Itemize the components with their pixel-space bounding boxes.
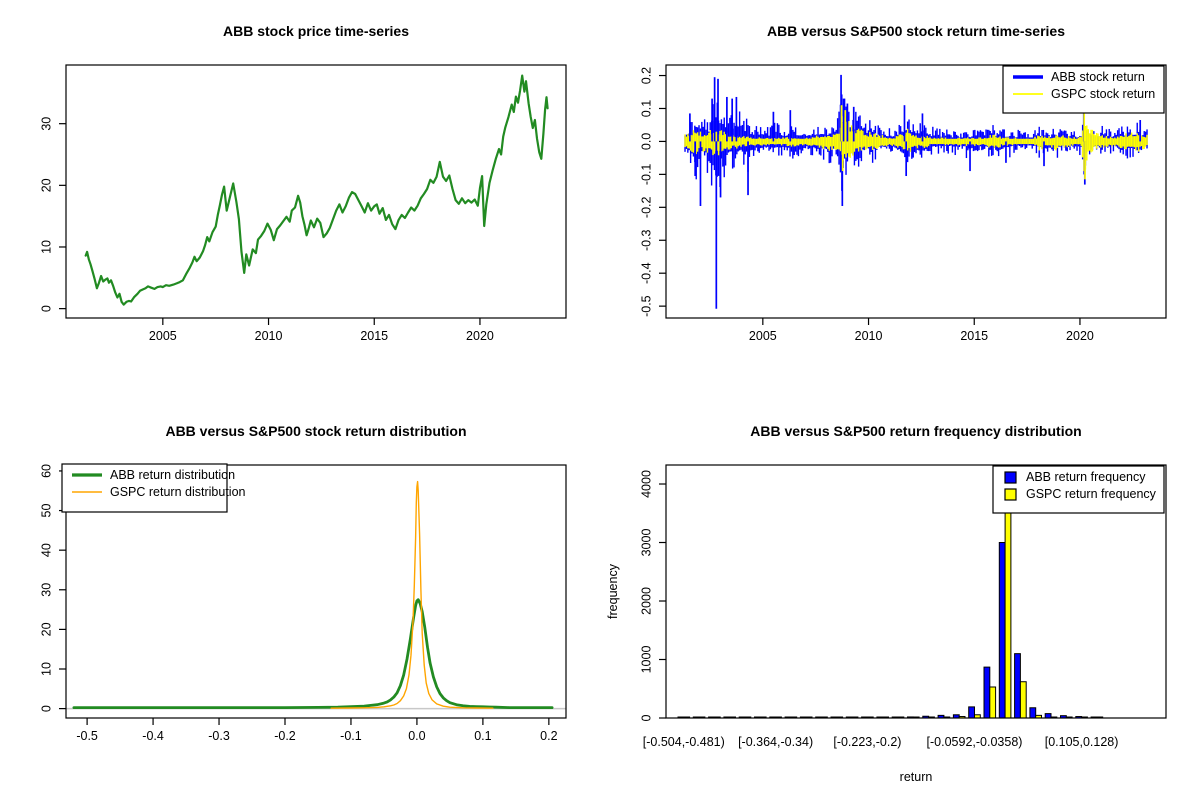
plot-box: [665, 64, 1167, 319]
x-tick-label: 2005: [149, 329, 177, 343]
x-tick-label: 0.0: [408, 729, 425, 743]
abb-frequency-bar: [998, 542, 1006, 719]
legend-label: GSPC stock return: [1051, 87, 1155, 101]
returns-chart: ABB versus S&P500 stock return time-seri…: [639, 23, 1167, 343]
y-tick-label: 20: [39, 622, 53, 636]
x-axis-label: return: [900, 770, 933, 784]
y-tick-label: 10: [39, 240, 53, 254]
bin-label: [-0.364,-0.34): [738, 735, 813, 749]
y-tick-label: -0.5: [639, 295, 653, 317]
y-tick-label: 0.2: [639, 67, 653, 84]
x-tick-label: -0.1: [340, 729, 362, 743]
y-tick-label: 60: [39, 464, 53, 478]
frequency-chart: ABB versus S&P500 return frequency distr…: [606, 423, 1167, 784]
plot-box: [65, 64, 567, 319]
y-tick-label: 3000: [639, 529, 653, 557]
x-tick-label: -0.4: [142, 729, 164, 743]
x-tick-label: -0.3: [208, 729, 230, 743]
x-tick-label: 2005: [749, 329, 777, 343]
legend-box: [61, 463, 228, 513]
price-chart: ABB stock price time-series 0 10 20 30 2005 20…: [39, 23, 567, 343]
x-tick-label: -0.5: [76, 729, 98, 743]
plot-box: [65, 464, 567, 719]
y-tick-label: 1000: [639, 646, 653, 674]
y-axis-label: frequency: [606, 563, 620, 619]
x-tick-label: 0.2: [540, 729, 557, 743]
series-line-0: [72, 598, 554, 710]
abb-frequency-bar: [983, 666, 991, 719]
series-line-0: [84, 74, 549, 306]
density-title: ABB versus S&P500 stock return distribut…: [165, 423, 466, 439]
x-tick-label: 2010: [255, 329, 283, 343]
abb-frequency-bar: [1044, 713, 1052, 719]
y-tick-label: 2000: [639, 587, 653, 615]
y-tick-label: -0.4: [639, 262, 653, 284]
frequency-title: ABB versus S&P500 return frequency distr…: [750, 423, 1081, 439]
y-tick-label: 40: [39, 543, 53, 557]
y-tick-label: -0.2: [639, 196, 653, 218]
x-tick-label: -0.2: [274, 729, 296, 743]
x-tick-label: 2015: [360, 329, 388, 343]
legend-label: ABB return frequency: [1026, 470, 1146, 484]
x-tick-label: 0.1: [474, 729, 491, 743]
plot-box: [665, 464, 1167, 719]
y-tick-label: 0: [39, 705, 53, 712]
bin-label: [-0.504,-0.481): [643, 735, 725, 749]
x-tick-label: 2010: [855, 329, 883, 343]
price-title: ABB stock price time-series: [223, 23, 409, 39]
abb-frequency-bar: [1014, 653, 1021, 719]
abb-frequency-bar: [1029, 707, 1037, 719]
legend-label: ABB stock return: [1051, 70, 1145, 84]
y-tick-label: 30: [39, 583, 53, 597]
y-tick-label: -0.3: [639, 229, 653, 251]
y-tick-label: 0.0: [639, 133, 653, 150]
y-tick-label: 0.1: [639, 100, 653, 117]
legend-label: GSPC return frequency: [1026, 487, 1157, 501]
legend-label: GSPC return distribution: [110, 485, 246, 499]
returns-title: ABB versus S&P500 stock return time-seri…: [767, 23, 1065, 39]
y-tick-label: 4000: [639, 470, 653, 498]
y-tick-label: 10: [39, 662, 53, 676]
y-tick-label: 30: [39, 117, 53, 131]
legend-box: [992, 465, 1165, 514]
x-tick-label: 2020: [1066, 329, 1094, 343]
density-chart: ABB versus S&P500 stock return distribut…: [39, 423, 567, 743]
y-tick-label: -0.1: [639, 164, 653, 186]
abb-frequency-bar: [968, 706, 976, 719]
legend-box: [1002, 65, 1165, 114]
bin-label: [0.105,0.128): [1045, 735, 1119, 749]
y-tick-label: 0: [39, 305, 53, 312]
bin-label: [-0.223,-0.2): [833, 735, 901, 749]
y-tick-label: 0: [639, 714, 653, 721]
legend-swatch: [1004, 488, 1017, 501]
bin-label: [-0.0592,-0.0358): [927, 735, 1023, 749]
legend-swatch: [1004, 471, 1017, 484]
series-line-1: [330, 480, 494, 709]
gspc-frequency-bar: [989, 686, 997, 719]
y-tick-label: 20: [39, 178, 53, 192]
x-tick-label: 2020: [466, 329, 494, 343]
legend-label: ABB return distribution: [110, 468, 235, 482]
y-tick-label: 50: [39, 504, 53, 518]
x-tick-label: 2015: [960, 329, 988, 343]
gspc-frequency-bar: [1019, 681, 1027, 719]
gspc-frequency-bar: [1004, 506, 1012, 719]
